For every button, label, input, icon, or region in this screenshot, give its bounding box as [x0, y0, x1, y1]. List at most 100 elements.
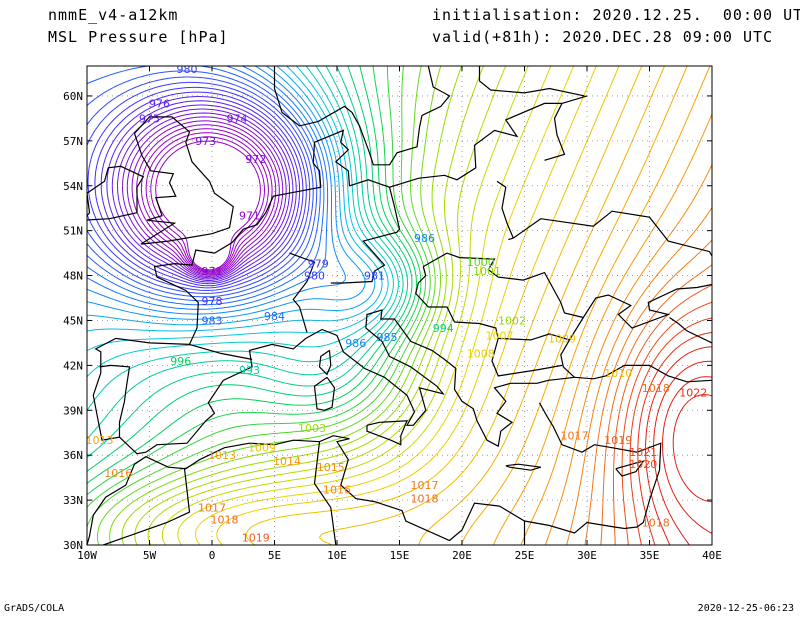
- lon-tick-label: 25E: [515, 549, 535, 562]
- contour-label: 971: [202, 265, 223, 278]
- contour-label: 971: [239, 210, 260, 223]
- isobar-987: [87, 66, 366, 320]
- contour-label: 980: [304, 270, 325, 283]
- contour-label: 979: [308, 258, 329, 271]
- isobar-990: [87, 66, 389, 352]
- isobar-1002: [121, 66, 463, 545]
- contour-label: 1018: [211, 514, 239, 527]
- isobar-1023: [645, 346, 712, 545]
- lat-tick-label: 51N: [63, 225, 83, 238]
- run-timestamp: 2020-12-25-06:23: [697, 603, 794, 614]
- coastline-segment: [366, 420, 408, 446]
- isobar-972: [126, 116, 284, 277]
- valid-time: valid(+81h): 2020.DEC.28 09:00 UTC: [432, 28, 774, 46]
- contour-label: 1020: [629, 458, 657, 471]
- contour-label: 1009: [248, 442, 276, 455]
- isobar-985: [87, 66, 329, 310]
- contour-label: 1007: [486, 329, 514, 342]
- isobar-971: [131, 120, 280, 276]
- lat-tick-label: 48N: [63, 270, 83, 283]
- lon-tick-label: 0: [209, 549, 216, 562]
- isobar-980: [87, 81, 311, 291]
- isobar-981: [87, 76, 314, 294]
- coastline-segment: [313, 376, 336, 411]
- lat-lon-grid: [87, 66, 712, 545]
- isobar-968: [145, 132, 269, 273]
- contour-label: 1003: [298, 422, 326, 435]
- lon-tick-label: 30E: [577, 549, 597, 562]
- lon-tick-label: 15E: [390, 549, 410, 562]
- isobar-1021: [629, 317, 712, 545]
- isobar-1016: [566, 207, 712, 545]
- isobar-977: [100, 96, 301, 285]
- isobar-1022: [637, 331, 712, 545]
- coastline-segment: [496, 180, 514, 239]
- lat-tick-label: 42N: [63, 359, 83, 372]
- lat-tick-label: 39N: [63, 404, 83, 417]
- lon-tick-label: 10E: [327, 549, 347, 562]
- isobar-976: [106, 100, 297, 283]
- contour-label: 1016: [323, 484, 351, 497]
- contour-label: 994: [433, 322, 454, 335]
- coastline-segment: [92, 95, 588, 415]
- lat-tick-label: 30N: [63, 539, 83, 552]
- isobar-1014: [520, 113, 712, 545]
- isobar-1024: [653, 360, 712, 545]
- isobar-998: [87, 66, 426, 508]
- contour-label: 985: [377, 331, 398, 344]
- coastlines: [87, 66, 712, 545]
- lat-tick-label: 36N: [63, 449, 83, 462]
- isobar-1008: [216, 66, 597, 545]
- contour-label: 1017: [198, 502, 226, 515]
- isobar-1026: [672, 394, 712, 503]
- lon-tick-label: 5W: [143, 549, 157, 562]
- contour-label: 1015: [317, 461, 345, 474]
- lat-tick-label: 57N: [63, 135, 83, 148]
- isobar-974: [117, 108, 290, 280]
- lat-tick-label: 60N: [63, 90, 83, 103]
- isobar-1009: [245, 66, 620, 545]
- isobar-1006: [177, 66, 552, 545]
- isobar-1018: [600, 264, 712, 545]
- isobar-1013: [492, 66, 711, 545]
- coastline-segment: [133, 116, 234, 245]
- init-time: initialisation: 2020.12.25. 00:00 UTC: [432, 6, 800, 24]
- isobar-978: [94, 91, 304, 287]
- coastline-segment: [96, 283, 712, 455]
- contour-label: 1002: [498, 314, 526, 327]
- coastline-segment: [189, 343, 253, 360]
- coastline-segment: [103, 468, 191, 545]
- contour-label: 1016: [104, 467, 132, 480]
- contour-label: 1000: [467, 256, 495, 269]
- isobar-1000: [96, 66, 436, 545]
- field-title: MSL Pressure [hPa]: [48, 28, 229, 46]
- contour-label: 975: [139, 112, 160, 125]
- contour-label: 993: [239, 364, 260, 377]
- isobar-1007: [194, 66, 575, 545]
- contour-label: 1001: [473, 265, 501, 278]
- lat-tick-label: 33N: [63, 494, 83, 507]
- isobar-1025: [662, 376, 712, 534]
- coastline-segment: [415, 266, 570, 341]
- isobar-1010: [318, 66, 643, 545]
- coastline-segment: [491, 338, 563, 377]
- contour-label: 978: [202, 295, 223, 308]
- coastline-segment: [615, 460, 645, 477]
- contour-label: 1018: [642, 517, 670, 530]
- coastline-segment: [669, 317, 712, 344]
- contour-label: 1017: [561, 430, 589, 443]
- contour-label: 974: [227, 112, 248, 125]
- contour-label: 1010: [604, 367, 632, 380]
- contour-label: 1018: [642, 382, 670, 395]
- contour-label: 1009: [548, 332, 576, 345]
- coastline-segment: [508, 210, 712, 257]
- isobar-1003: [134, 66, 484, 545]
- contour-label: 1018: [411, 493, 439, 506]
- lon-tick-label: 35E: [640, 549, 660, 562]
- isobar-1012: [460, 66, 688, 545]
- contour-label: 1013: [208, 449, 236, 462]
- lat-tick-label: 45N: [63, 314, 83, 327]
- coastline-segment: [422, 252, 584, 319]
- contour-label: 973: [195, 135, 216, 148]
